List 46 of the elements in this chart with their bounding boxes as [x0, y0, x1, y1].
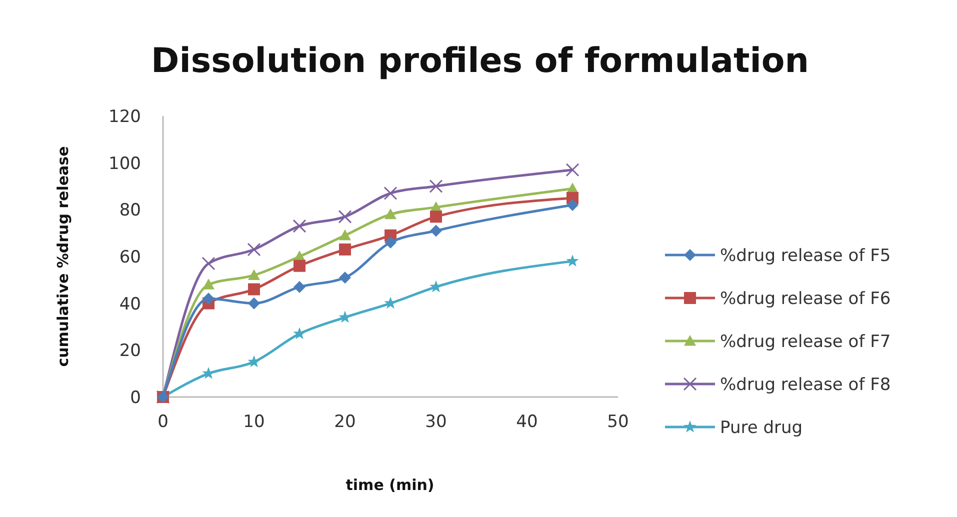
point: [430, 210, 442, 223]
point: [292, 219, 306, 233]
point: [384, 236, 396, 248]
x-tick-label: 30: [425, 412, 447, 432]
x-tick-label: 0: [158, 412, 168, 432]
point: [294, 280, 306, 293]
point: [429, 180, 443, 193]
point: [384, 186, 398, 200]
x-tick-label: 20: [334, 412, 356, 432]
point: [248, 297, 260, 310]
legend-label: %drug release of F6: [720, 289, 891, 309]
y-tick-label: 80: [119, 200, 141, 221]
x-axis-title: time (min): [346, 476, 434, 494]
y-axis-title: cumulative %drug release: [54, 146, 72, 367]
y-tick-label: 120: [108, 107, 141, 127]
y-tick-label: 20: [119, 341, 141, 362]
point: [566, 254, 579, 267]
x-tick-label: 50: [607, 412, 629, 432]
x-tick-label: 40: [516, 412, 538, 432]
legend-label: Pure drug: [720, 418, 803, 438]
point: [339, 243, 351, 256]
point: [430, 224, 442, 237]
point: [566, 198, 578, 211]
point: [247, 242, 261, 256]
point: [248, 283, 260, 296]
point: [566, 163, 580, 177]
y-tick-label: 100: [108, 154, 141, 174]
point: [248, 355, 260, 368]
legend-label: %drug release of F8: [720, 375, 891, 395]
point: [248, 269, 260, 280]
chart-title: Dissolution profiles of formulation: [151, 41, 809, 81]
point: [339, 272, 351, 284]
point: [294, 260, 306, 272]
point: [338, 210, 352, 224]
y-tick-label: 0: [130, 388, 141, 408]
point: [202, 292, 214, 305]
x-tick-label: 10: [243, 412, 265, 432]
point: [202, 278, 214, 290]
point: [339, 229, 351, 240]
point: [202, 256, 216, 270]
y-tick-label: 60: [119, 248, 141, 268]
legend-label: %drug release of F7: [720, 332, 891, 352]
legend-label: %drug release of F5: [720, 246, 891, 266]
point: [384, 208, 396, 220]
y-tick-label: 40: [119, 294, 141, 314]
point: [293, 327, 306, 340]
